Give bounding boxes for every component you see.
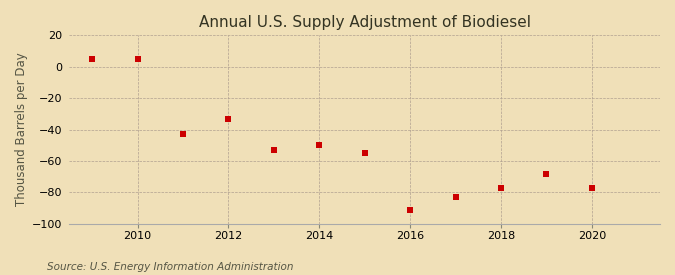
Point (132, 57, 143, 61)
Point (87, 57, 98, 61)
Point (405, 207, 416, 212)
Point (223, 116, 234, 121)
Point (450, 195, 461, 199)
Text: Source: U.S. Energy Information Administration: Source: U.S. Energy Information Administ… (47, 262, 294, 272)
Point (587, 185, 597, 190)
Y-axis label: Thousand Barrels per Day: Thousand Barrels per Day (15, 53, 28, 207)
Point (178, 132, 188, 136)
Point (495, 185, 506, 190)
Title: Annual U.S. Supply Adjustment of Biodiesel: Annual U.S. Supply Adjustment of Biodies… (198, 15, 531, 30)
Point (269, 148, 279, 152)
Point (314, 143, 325, 147)
Point (359, 151, 370, 155)
Point (541, 171, 552, 176)
